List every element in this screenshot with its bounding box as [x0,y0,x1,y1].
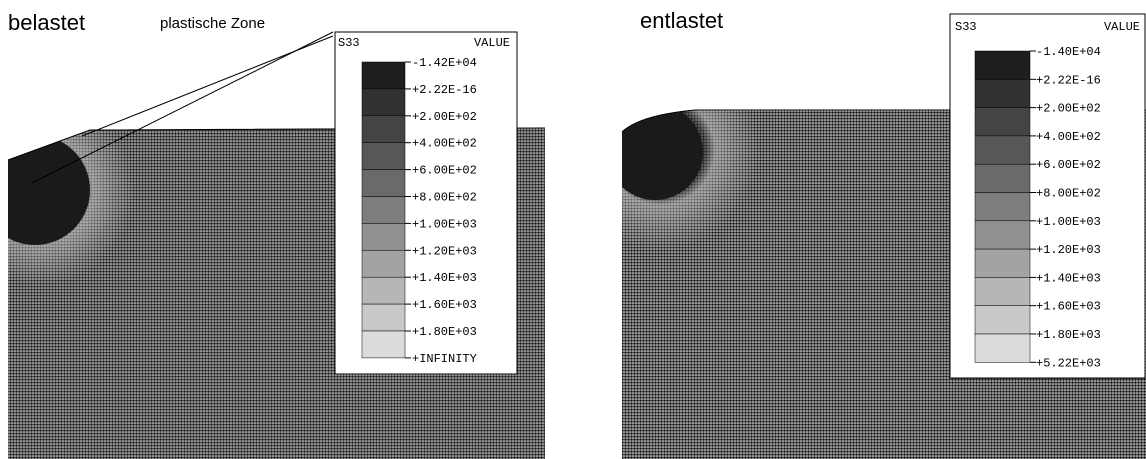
legend-swatch [362,116,405,143]
legend-swatch [362,89,405,116]
legend-label: +2.22E-16 [1036,73,1101,87]
legend-swatch [975,108,1030,136]
legend-swatch [975,51,1030,79]
legend-header: VALUE [474,36,510,50]
legend-label: +4.00E+02 [412,137,477,151]
legend-label: +8.00E+02 [412,191,477,205]
legend-swatch [975,193,1030,221]
legend-swatch [362,170,405,197]
legend-label: +1.80E+03 [412,325,477,339]
legend-swatch [975,164,1030,192]
legend-variable: S33 [338,36,360,50]
legend-swatch [362,62,405,89]
legend-label: +INFINITY [412,352,477,366]
figure: belastet plastische Zone S33 VALUE -1.42E+… [0,0,1146,459]
legend-label: +1.00E+03 [412,217,477,231]
legend-label: +1.80E+03 [1036,328,1101,342]
legend-swatch [362,143,405,170]
legend-label: +6.00E+02 [1036,158,1101,172]
legend-label: +4.00E+02 [1036,130,1101,144]
legend-label: +8.00E+02 [1036,187,1101,201]
legend-label: +1.40E+03 [1036,271,1101,285]
legend-label: +6.00E+02 [412,164,477,178]
legend-label: -1.42E+04 [412,56,477,70]
left-panel: belastet plastische Zone S33 VALUE -1.42E+… [0,10,545,459]
right-panel: entlastet S33 VALUE-1.40E+04 +2.22E-16 +2.0… [560,8,1146,459]
legend-label: +1.60E+03 [412,298,477,312]
legend-swatch [975,334,1030,362]
legend-swatch [362,197,405,224]
legend-label: +1.40E+03 [412,271,477,285]
legend-swatch [362,331,405,358]
annotation: plastische Zone [160,15,265,32]
legend-swatch [362,223,405,250]
legend-header: VALUE [1104,20,1140,34]
legend-label: -1.40E+04 [1036,45,1101,59]
legend-label: +2.00E+02 [1036,102,1101,116]
legend-swatch [362,304,405,331]
legend-swatch [975,79,1030,107]
legend-label: +1.20E+03 [1036,243,1101,257]
panel-title: entlastet [640,8,723,33]
legend-swatch [362,250,405,277]
legend-swatch [975,136,1030,164]
legend-label: +5.22E+03 [1036,356,1101,370]
legend-swatch [975,306,1030,334]
legend-label: +2.22E-16 [412,83,477,97]
legend-variable: S33 [955,20,977,34]
legend-swatch [362,277,405,304]
legend-label: +1.20E+03 [412,244,477,258]
panel-title: belastet [8,10,85,35]
pointer-line [82,36,333,136]
legend-swatch [975,277,1030,305]
legend-swatch [975,249,1030,277]
legend-label: +1.60E+03 [1036,300,1101,314]
legend-swatch [975,221,1030,249]
legend-label: +1.00E+03 [1036,215,1101,229]
legend-label: +2.00E+02 [412,110,477,124]
